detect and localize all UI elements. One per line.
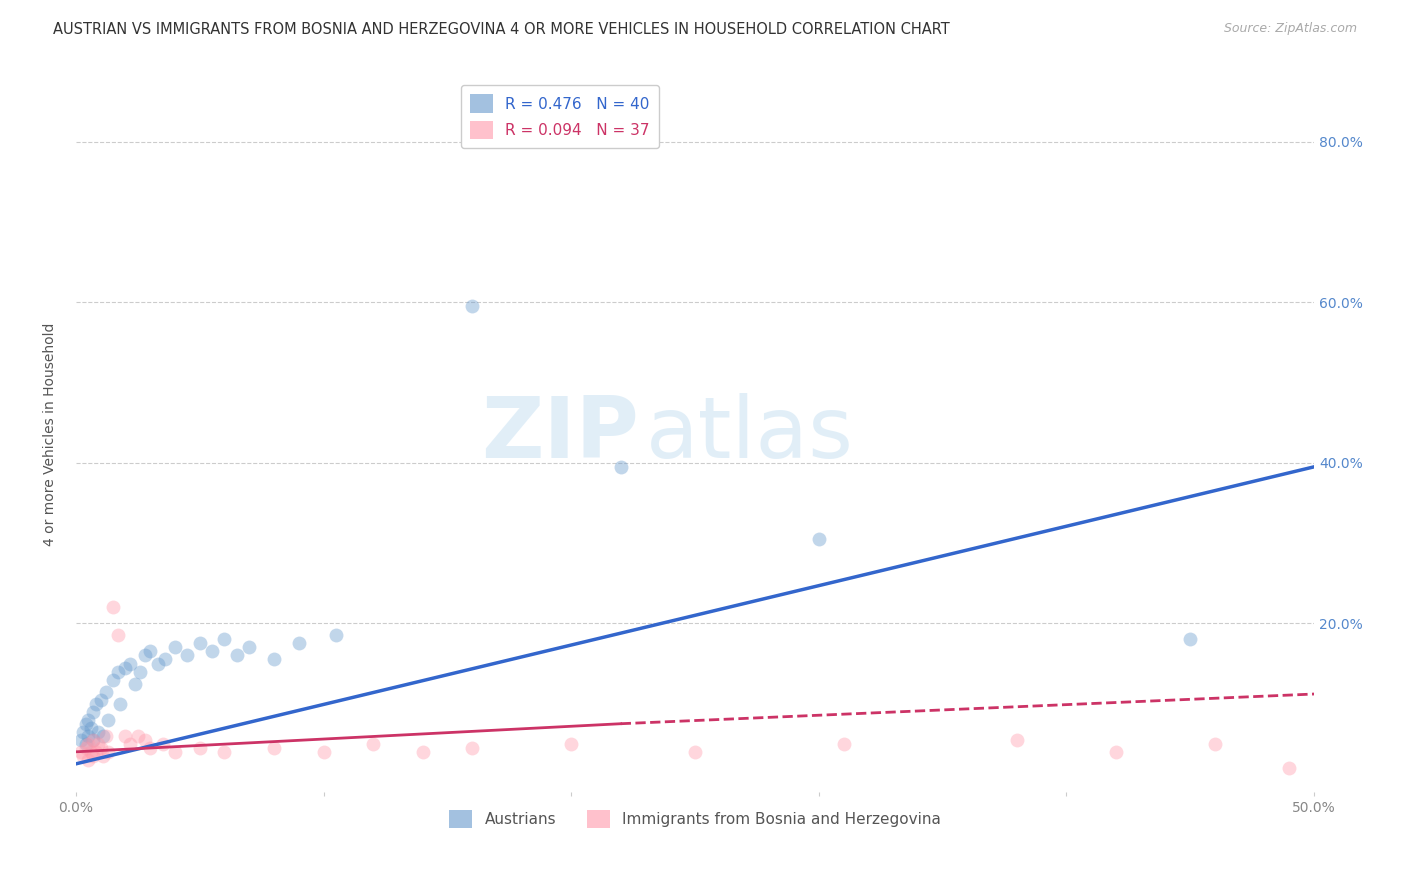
Point — [134, 732, 156, 747]
Point — [82, 732, 104, 747]
Point — [1105, 745, 1128, 759]
Point — [80, 721, 103, 735]
Point — [201, 644, 224, 658]
Legend: Austrians, Immigrants from Bosnia and Herzegovina: Austrians, Immigrants from Bosnia and He… — [443, 804, 946, 834]
Point — [214, 632, 236, 647]
Point — [77, 729, 100, 743]
Point — [609, 459, 631, 474]
Point — [110, 697, 132, 711]
Point — [84, 745, 107, 759]
Point — [1005, 732, 1028, 747]
Point — [80, 745, 103, 759]
Point — [214, 745, 236, 759]
Point — [94, 684, 117, 698]
Point — [69, 745, 91, 759]
Point — [139, 644, 162, 658]
Point — [560, 737, 582, 751]
Point — [124, 676, 146, 690]
Point — [107, 628, 129, 642]
Point — [90, 740, 112, 755]
Point — [263, 652, 285, 666]
Point — [134, 648, 156, 663]
Point — [146, 657, 169, 671]
Text: AUSTRIAN VS IMMIGRANTS FROM BOSNIA AND HERZEGOVINA 4 OR MORE VEHICLES IN HOUSEHO: AUSTRIAN VS IMMIGRANTS FROM BOSNIA AND H… — [53, 22, 950, 37]
Point — [114, 660, 136, 674]
Point — [77, 713, 100, 727]
Point — [120, 657, 142, 671]
Point — [77, 753, 100, 767]
Point — [75, 716, 97, 731]
Point — [176, 648, 198, 663]
Point — [238, 640, 260, 655]
Point — [832, 737, 855, 751]
Point — [91, 748, 114, 763]
Point — [101, 600, 124, 615]
Point — [82, 732, 104, 747]
Point — [153, 652, 176, 666]
Text: Source: ZipAtlas.com: Source: ZipAtlas.com — [1223, 22, 1357, 36]
Point — [82, 705, 104, 719]
Point — [129, 665, 152, 679]
Point — [807, 532, 830, 546]
Point — [461, 740, 484, 755]
Point — [163, 745, 186, 759]
Point — [72, 724, 94, 739]
Point — [75, 737, 97, 751]
Point — [361, 737, 384, 751]
Point — [263, 740, 285, 755]
Point — [163, 640, 186, 655]
Text: ZIP: ZIP — [481, 393, 640, 476]
Text: atlas: atlas — [645, 393, 853, 476]
Point — [107, 665, 129, 679]
Point — [84, 697, 107, 711]
Point — [1204, 737, 1226, 751]
Point — [69, 732, 91, 747]
Point — [461, 299, 484, 313]
Point — [1180, 632, 1202, 647]
Point — [188, 740, 211, 755]
Point — [312, 745, 335, 759]
Point — [188, 636, 211, 650]
Point — [87, 724, 110, 739]
Point — [683, 745, 706, 759]
Point — [90, 692, 112, 706]
Point — [139, 740, 162, 755]
Point — [287, 636, 309, 650]
Point — [72, 748, 94, 763]
Point — [97, 745, 120, 759]
Point — [325, 628, 347, 642]
Point — [87, 737, 110, 751]
Point — [127, 729, 149, 743]
Point — [412, 745, 434, 759]
Point — [152, 737, 174, 751]
Point — [97, 713, 120, 727]
Point — [120, 737, 142, 751]
Point — [75, 740, 97, 755]
Point — [114, 729, 136, 743]
Point — [101, 673, 124, 687]
Point — [82, 748, 104, 763]
Point — [94, 729, 117, 743]
Point — [1278, 761, 1301, 775]
Point — [91, 729, 114, 743]
Y-axis label: 4 or more Vehicles in Household: 4 or more Vehicles in Household — [44, 323, 58, 547]
Point — [225, 648, 247, 663]
Point — [77, 737, 100, 751]
